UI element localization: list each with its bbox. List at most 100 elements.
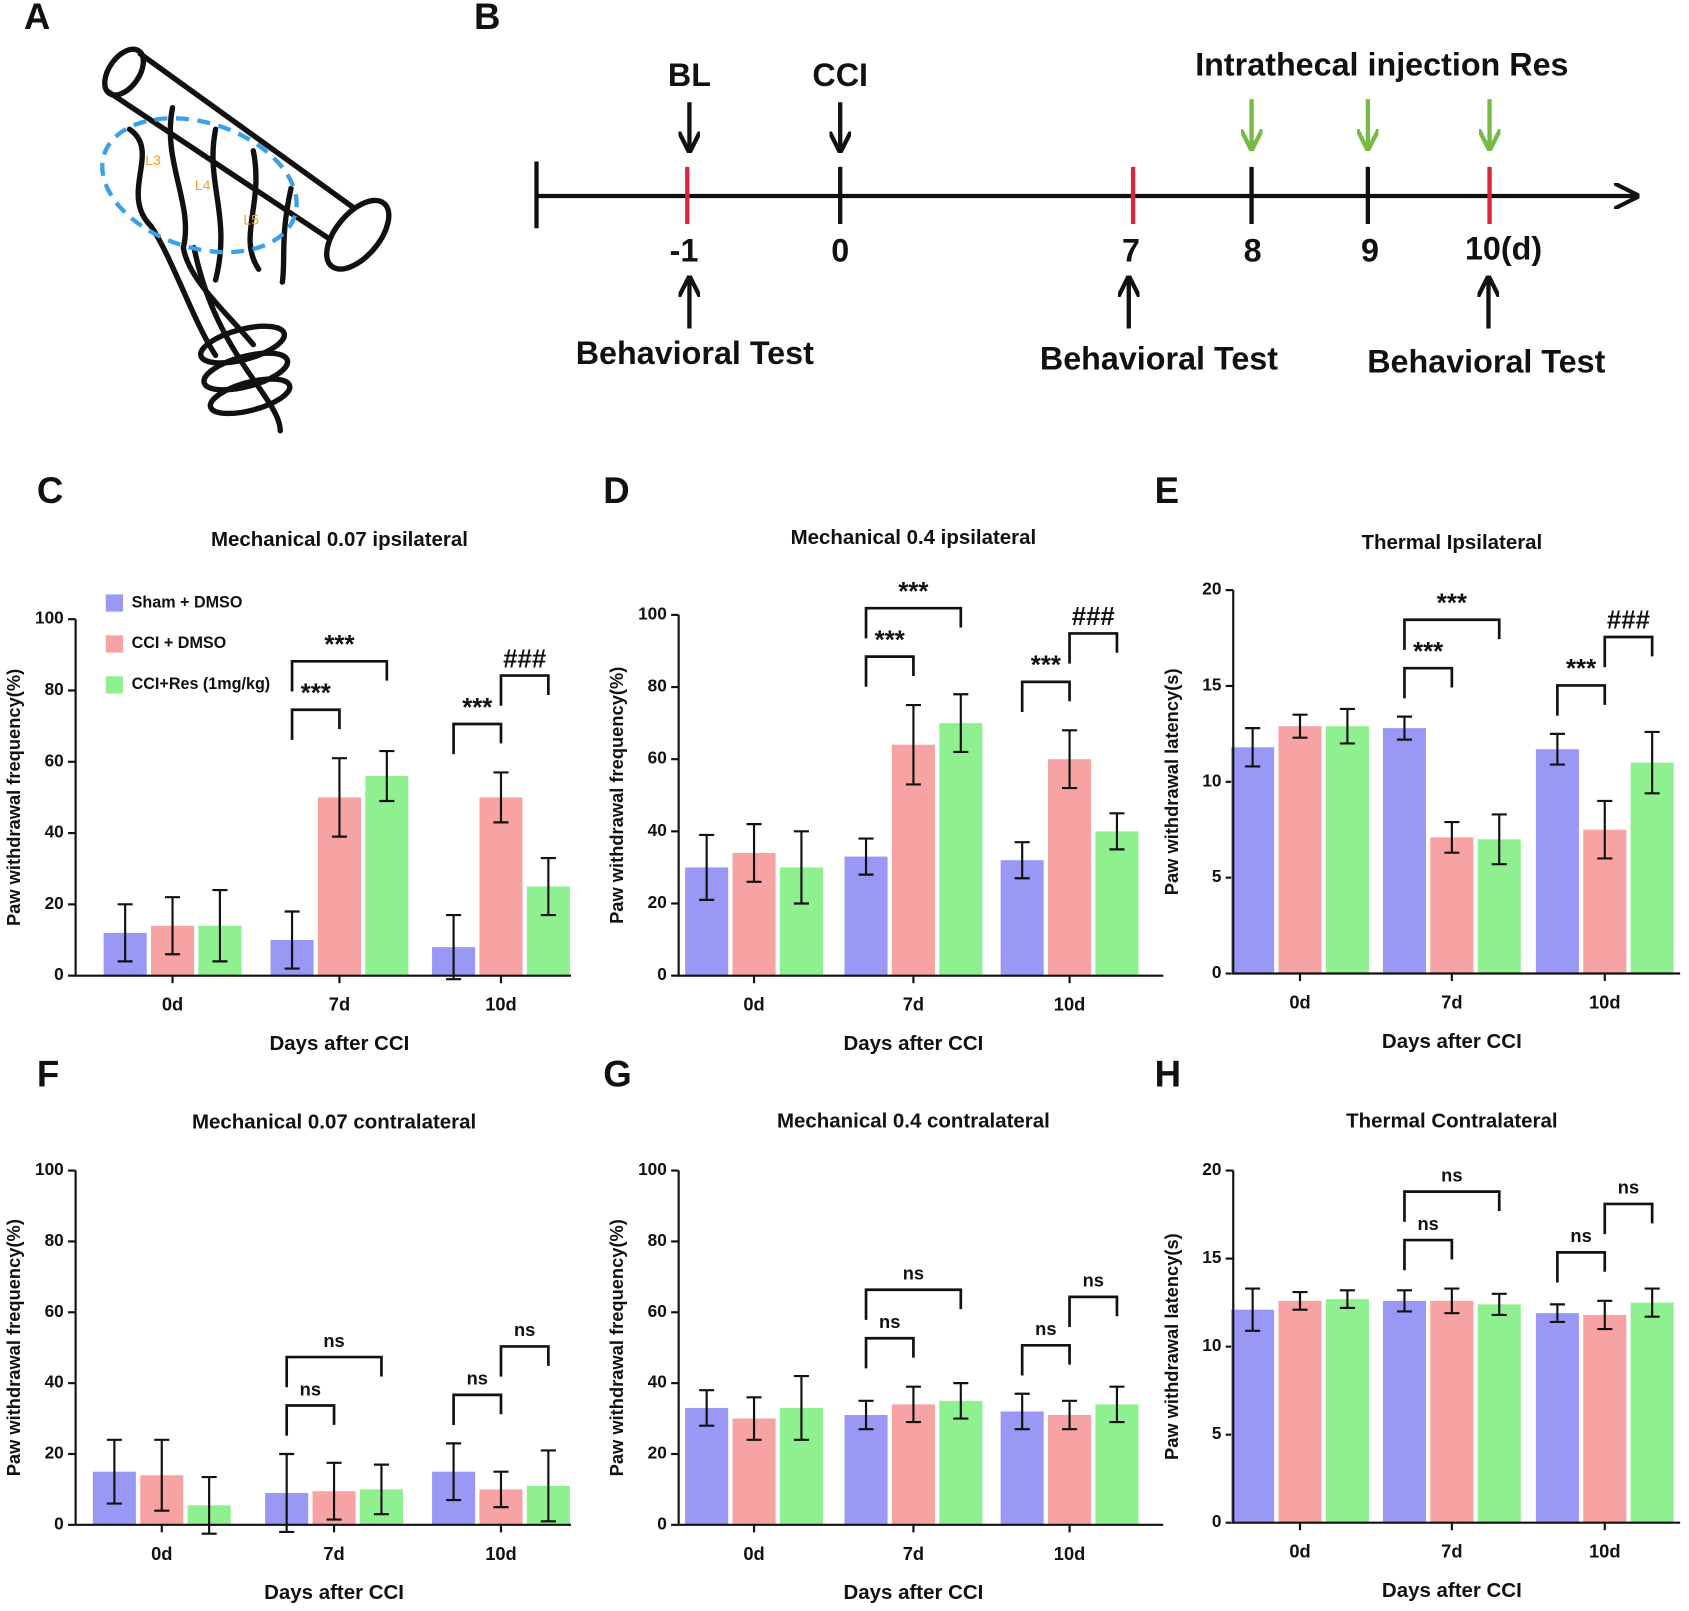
bar bbox=[939, 723, 983, 976]
error-bar bbox=[446, 913, 462, 981]
chart-title: Mechanical 0.4 ipsilateral bbox=[791, 526, 1037, 549]
error-bar bbox=[446, 1442, 462, 1502]
panel-label: E bbox=[1155, 470, 1179, 511]
axis-line bbox=[1232, 590, 1681, 975]
bar bbox=[479, 797, 523, 976]
x-tick-label: 10d bbox=[1589, 1541, 1621, 1562]
bar bbox=[1477, 1304, 1521, 1523]
error-bar bbox=[1245, 1287, 1261, 1332]
y-tick-label: 0 bbox=[54, 1513, 64, 1533]
x-tick-label: 0d bbox=[1289, 1541, 1310, 1562]
significance-bracket bbox=[1403, 1238, 1454, 1271]
event-label: CCI bbox=[812, 57, 868, 93]
error-bar bbox=[1062, 1399, 1078, 1431]
error-bar bbox=[1109, 812, 1125, 851]
error-bar bbox=[106, 1438, 122, 1505]
error-bar bbox=[1597, 799, 1613, 860]
y-tick-label: 0 bbox=[657, 964, 667, 984]
error-bar bbox=[379, 750, 395, 803]
error-bar bbox=[493, 1470, 509, 1509]
significance-bracket bbox=[499, 674, 550, 706]
error-bar bbox=[493, 771, 509, 824]
error-bar bbox=[699, 833, 715, 901]
chart-title: Mechanical 0.4 contralateral bbox=[777, 1110, 1050, 1133]
panel-label: H bbox=[1155, 1054, 1181, 1095]
significance-label: ns bbox=[1035, 1318, 1056, 1339]
significance-label: *** bbox=[1566, 655, 1597, 683]
error-bar bbox=[1292, 1290, 1308, 1311]
y-tick-label: 20 bbox=[648, 1443, 667, 1463]
y-tick-label: 10 bbox=[1202, 1335, 1221, 1355]
y-tick-label: 100 bbox=[638, 603, 667, 623]
error-bar bbox=[858, 1399, 874, 1431]
legend-label: CCI+Res (1mg/kg) bbox=[132, 675, 271, 693]
significance-bracket bbox=[864, 655, 915, 687]
y-axis-label: Paw withdrawal frequency(%) bbox=[606, 1219, 627, 1476]
bar bbox=[1382, 1300, 1427, 1523]
significance-label: ns bbox=[879, 1311, 900, 1332]
x-tick-label: 7d bbox=[1441, 991, 1462, 1012]
error-bar bbox=[1549, 1303, 1565, 1324]
x-tick-label: 10d bbox=[485, 994, 517, 1015]
x-tick-label: 0d bbox=[743, 1543, 764, 1564]
significance-bracket bbox=[452, 722, 503, 755]
y-tick-label: 60 bbox=[648, 1301, 667, 1321]
y-axis-label: Paw withdrawal frequency(%) bbox=[3, 1219, 24, 1476]
axis-line bbox=[1232, 1170, 1681, 1524]
x-tick-label: 7d bbox=[903, 1543, 924, 1564]
axis-line bbox=[74, 1170, 571, 1526]
bar bbox=[1535, 1313, 1579, 1523]
error-bar bbox=[953, 693, 969, 754]
error-bar bbox=[905, 1385, 921, 1424]
significance-label: ns bbox=[1083, 1270, 1104, 1291]
axis-line bbox=[677, 614, 1164, 977]
error-bar bbox=[1339, 1289, 1355, 1309]
significance-bracket bbox=[1020, 680, 1071, 713]
event-label: Intrathecal injection Res bbox=[1195, 46, 1568, 82]
x-axis-label: Days after CCI bbox=[1382, 1579, 1522, 1602]
y-tick-label: 10 bbox=[1202, 770, 1221, 790]
y-tick-label: 60 bbox=[648, 748, 667, 768]
y-tick-label: 60 bbox=[45, 750, 64, 770]
error-bar bbox=[279, 1452, 295, 1534]
significance-bracket bbox=[499, 1345, 550, 1377]
bar bbox=[844, 856, 888, 976]
bar bbox=[1325, 1299, 1369, 1523]
error-bar bbox=[540, 1449, 556, 1523]
significance-bracket bbox=[1556, 1251, 1607, 1283]
significance-bracket bbox=[290, 708, 341, 740]
significance-label: *** bbox=[324, 631, 355, 659]
y-tick-label: 0 bbox=[1212, 1511, 1222, 1531]
timeline-tick: 10(d) bbox=[1465, 230, 1542, 266]
error-bar bbox=[1339, 707, 1355, 745]
y-tick-label: 80 bbox=[45, 679, 64, 699]
error-bar bbox=[1644, 730, 1660, 795]
vertebra-label: L4 bbox=[195, 177, 211, 193]
legend-swatch bbox=[105, 676, 123, 694]
error-bar bbox=[746, 1396, 762, 1441]
error-bar bbox=[699, 1389, 715, 1427]
y-tick-label: 40 bbox=[45, 1372, 64, 1392]
bar bbox=[1231, 1309, 1275, 1523]
significance-label: *** bbox=[1413, 638, 1444, 666]
timeline-tick: -1 bbox=[670, 233, 699, 269]
error-bar bbox=[212, 889, 228, 963]
significance-label: ### bbox=[1072, 603, 1115, 631]
significance-label: *** bbox=[1031, 652, 1062, 680]
significance-bracket bbox=[1068, 632, 1119, 664]
chart-title: Thermal Ipsilateral bbox=[1361, 531, 1542, 554]
error-bar bbox=[1245, 727, 1261, 768]
panel-label: C bbox=[37, 470, 63, 511]
significance-label: ns bbox=[300, 1378, 321, 1399]
error-bar bbox=[373, 1463, 389, 1516]
error-bar bbox=[1444, 820, 1460, 854]
error-bar bbox=[1491, 813, 1507, 866]
error-bar bbox=[1062, 729, 1078, 790]
significance-bracket bbox=[1403, 1190, 1501, 1222]
vertebra-label: L5 bbox=[243, 211, 259, 227]
y-tick-label: 5 bbox=[1212, 1423, 1222, 1443]
significance-bracket bbox=[452, 1393, 503, 1426]
x-axis-label: Days after CCI bbox=[844, 1032, 984, 1055]
significance-bracket bbox=[285, 1404, 336, 1436]
significance-bracket bbox=[1020, 1343, 1071, 1376]
